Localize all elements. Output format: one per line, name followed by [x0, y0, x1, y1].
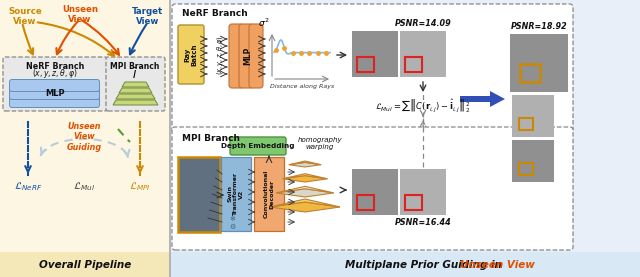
Text: Overall Pipeline: Overall Pipeline [39, 260, 131, 270]
Text: PSNR=16.44: PSNR=16.44 [395, 218, 451, 227]
Text: MLP: MLP [45, 89, 65, 99]
FancyBboxPatch shape [400, 31, 446, 77]
FancyBboxPatch shape [170, 0, 640, 277]
Polygon shape [276, 189, 333, 197]
Text: ⚙: ⚙ [229, 224, 235, 230]
Text: Distance along Rays: Distance along Rays [270, 84, 334, 89]
Text: $\mathcal{L}_{MPI}$: $\mathcal{L}_{MPI}$ [129, 180, 151, 193]
FancyBboxPatch shape [221, 157, 251, 231]
Polygon shape [460, 91, 505, 107]
FancyBboxPatch shape [512, 140, 554, 182]
FancyBboxPatch shape [254, 157, 284, 231]
Text: $\bar{I}$: $\bar{I}$ [132, 67, 138, 81]
Text: Convolutional
Decoder: Convolutional Decoder [264, 170, 275, 218]
Polygon shape [283, 174, 328, 179]
Text: Swin
Transformer
V2: Swin Transformer V2 [228, 173, 244, 216]
Polygon shape [276, 186, 333, 193]
Polygon shape [289, 162, 321, 167]
Polygon shape [113, 100, 158, 105]
Text: $(x, y, z, \theta, \varphi)$: $(x, y, z, \theta, \varphi)$ [32, 67, 78, 80]
FancyBboxPatch shape [170, 252, 640, 277]
Text: PSNR=18.92: PSNR=18.92 [511, 22, 568, 31]
FancyBboxPatch shape [172, 127, 573, 250]
Text: Target
View: Target View [132, 7, 164, 26]
Text: $\sigma^2$: $\sigma^2$ [259, 17, 270, 29]
Text: homography
warping: homography warping [298, 137, 342, 150]
FancyBboxPatch shape [512, 95, 554, 137]
FancyBboxPatch shape [352, 169, 398, 215]
Text: Source
View: Source View [8, 7, 42, 26]
FancyBboxPatch shape [229, 24, 243, 88]
Text: $\mathcal{L}_{Mul} = \sum\left\|C(\mathbf{r}_{i,j}) - \hat{\mathbf{i}}_{i,j}\rig: $\mathcal{L}_{Mul} = \sum\left\|C(\mathb… [375, 97, 470, 114]
Polygon shape [270, 199, 340, 207]
FancyBboxPatch shape [249, 24, 263, 88]
FancyBboxPatch shape [3, 57, 107, 111]
FancyBboxPatch shape [172, 4, 573, 132]
FancyBboxPatch shape [178, 25, 204, 84]
Text: MLP: MLP [243, 47, 253, 65]
Text: NeRF Branch: NeRF Branch [26, 62, 84, 71]
Text: $(x, y, z, \theta, \varphi)$: $(x, y, z, \theta, \varphi)$ [215, 35, 225, 75]
Text: Ray
Batch: Ray Batch [184, 44, 198, 66]
FancyBboxPatch shape [230, 137, 286, 155]
Text: Unseen
View
Guiding: Unseen View Guiding [67, 122, 102, 152]
Text: ❄: ❄ [229, 216, 235, 222]
Text: NeRF Branch: NeRF Branch [182, 9, 248, 18]
Text: MPI Branch: MPI Branch [182, 134, 240, 143]
Polygon shape [270, 202, 340, 212]
FancyBboxPatch shape [0, 0, 170, 277]
FancyBboxPatch shape [352, 31, 398, 77]
Text: $\mathcal{L}_{NeRF}$: $\mathcal{L}_{NeRF}$ [13, 180, 42, 193]
Text: Multiplane Prior Guiding in: Multiplane Prior Guiding in [345, 260, 506, 270]
FancyBboxPatch shape [10, 88, 99, 99]
Text: PSNR=14.09: PSNR=14.09 [395, 19, 451, 28]
FancyBboxPatch shape [0, 252, 170, 277]
Polygon shape [119, 88, 152, 93]
Text: $\mathcal{L}_{Mul}$: $\mathcal{L}_{Mul}$ [73, 180, 95, 193]
FancyBboxPatch shape [10, 96, 99, 107]
FancyBboxPatch shape [106, 57, 165, 111]
FancyBboxPatch shape [510, 34, 568, 92]
FancyBboxPatch shape [178, 157, 220, 232]
Polygon shape [122, 82, 149, 87]
FancyBboxPatch shape [400, 169, 446, 215]
Polygon shape [283, 176, 328, 182]
FancyBboxPatch shape [10, 79, 99, 91]
Text: Unseen
View: Unseen View [62, 5, 98, 24]
Polygon shape [116, 94, 155, 99]
FancyBboxPatch shape [239, 24, 253, 88]
Text: MPI Branch: MPI Branch [110, 62, 160, 71]
Polygon shape [289, 161, 321, 165]
Text: Unseen View: Unseen View [460, 260, 534, 270]
Text: Depth Embedding: Depth Embedding [221, 143, 295, 149]
